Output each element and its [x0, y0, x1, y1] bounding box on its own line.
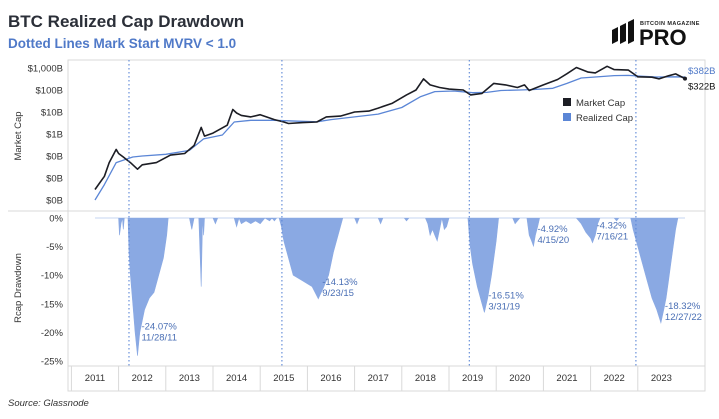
market-cap-end-label: $322B [688, 82, 715, 93]
x-tick-label: 2021 [556, 373, 577, 384]
x-tick-label: 2014 [226, 373, 247, 384]
x-tick-label: 2023 [651, 373, 672, 384]
market-cap-y-tick-label: $0B [46, 196, 63, 207]
drawdown-annotations: -24.07%11/28/11 -14.13%9/23/15 -16.51%3/31… [141, 221, 701, 344]
drawdown-y-tick-label: 0% [49, 214, 63, 225]
drawdown-y-tick-label: -20% [41, 328, 64, 339]
drawdown-area [95, 217, 685, 356]
plot-frames [8, 59, 706, 392]
market-cap-y-tick-label: $1B [46, 130, 63, 141]
x-tick-label: 2022 [604, 373, 625, 384]
market-cap-y-tick-label: $0B [46, 152, 63, 163]
legend-swatch-market-cap [563, 98, 571, 106]
market-cap-y-tick-label: $0B [46, 174, 63, 185]
drawdown-area-group [95, 217, 685, 356]
x-axis: 2011 2012 2013 2014 2015 2016 2017 2018 2019 2020… [70, 366, 672, 391]
logo-mark-icon [612, 19, 634, 44]
drawdown-annotation-pct: -4.92% [537, 224, 568, 235]
market-cap-y-tick-label: $10B [41, 108, 63, 119]
drawdown-annotation-date: 9/23/15 [322, 288, 354, 299]
source-note: Source: Glassnode [8, 398, 89, 409]
legend: Market Cap Realized Cap [563, 98, 633, 124]
market-cap-end-point [683, 76, 687, 81]
x-tick-label: 2019 [462, 373, 483, 384]
market-cap-panel: $0B $0B $0B $1B $10B $100B $1,000B Market Cap … [13, 64, 715, 207]
mvrv-marker-lines [128, 60, 637, 366]
x-tick-label: 2011 [85, 373, 105, 384]
drawdown-annotation-pct: -16.51% [488, 290, 524, 301]
drawdown-annotation-pct: -24.07% [141, 322, 177, 333]
market-cap-y-axis: $0B $0B $0B $1B $10B $100B $1,000B [28, 64, 63, 207]
realized-cap-end-label: $382B [688, 66, 715, 77]
drawdown-annotation-date: 12/27/22 [665, 312, 702, 323]
drawdown-y-tick-label: -10% [41, 271, 64, 282]
drawdown-y-tick-label: -5% [46, 242, 63, 253]
market-cap-axis-label: Market Cap [13, 111, 24, 160]
market-cap-line [94, 65, 686, 190]
drawdown-annotation-date: 7/16/21 [596, 232, 628, 243]
drawdown-y-axis: 0% -5% -10% -15% -20% -25% [41, 214, 64, 368]
drawdown-annotation-date: 3/31/19 [488, 301, 520, 312]
drawdown-y-tick-label: -15% [41, 299, 64, 310]
x-tick-label: 2015 [273, 373, 294, 384]
legend-label-realized-cap: Realized Cap [576, 113, 633, 124]
bitcoin-magazine-pro-logo: BITCOIN MAGAZINE PRO [612, 19, 700, 50]
legend-swatch-realized-cap [563, 113, 571, 121]
x-tick-label: 2012 [132, 373, 153, 384]
realized-cap-line [94, 74, 686, 201]
logo-top-text: BITCOIN MAGAZINE [640, 21, 700, 27]
drawdown-y-tick-label: -25% [41, 357, 64, 368]
market-cap-series-group [94, 65, 687, 201]
drawdown-annotation-date: 4/15/20 [537, 235, 569, 246]
drawdown-panel: 0% -5% -10% -15% -20% -25% Rcap Drawdown -24.… [13, 214, 702, 368]
drawdown-annotation-pct: -4.32% [596, 221, 627, 232]
drawdown-annotation-date: 11/28/11 [141, 333, 177, 344]
chart-title: BTC Realized Cap Drawdown [8, 12, 244, 31]
market-cap-y-tick-label: $100B [36, 86, 63, 97]
x-tick-label: 2018 [415, 373, 436, 384]
legend-label-market-cap: Market Cap [576, 98, 625, 109]
x-tick-label: 2016 [320, 373, 341, 384]
drawdown-annotation-pct: -14.13% [322, 277, 358, 288]
x-tick-label: 2013 [179, 373, 200, 384]
market-cap-y-tick-label: $1,000B [28, 64, 63, 75]
x-tick-label: 2020 [509, 373, 530, 384]
logo-main-text: PRO [639, 25, 687, 50]
chart-subtitle: Dotted Lines Mark Start MVRV < 1.0 [8, 36, 236, 51]
drawdown-annotation-pct: -18.32% [665, 301, 701, 312]
x-tick-label: 2017 [368, 373, 389, 384]
drawdown-axis-label: Rcap Drawdown [13, 253, 24, 323]
